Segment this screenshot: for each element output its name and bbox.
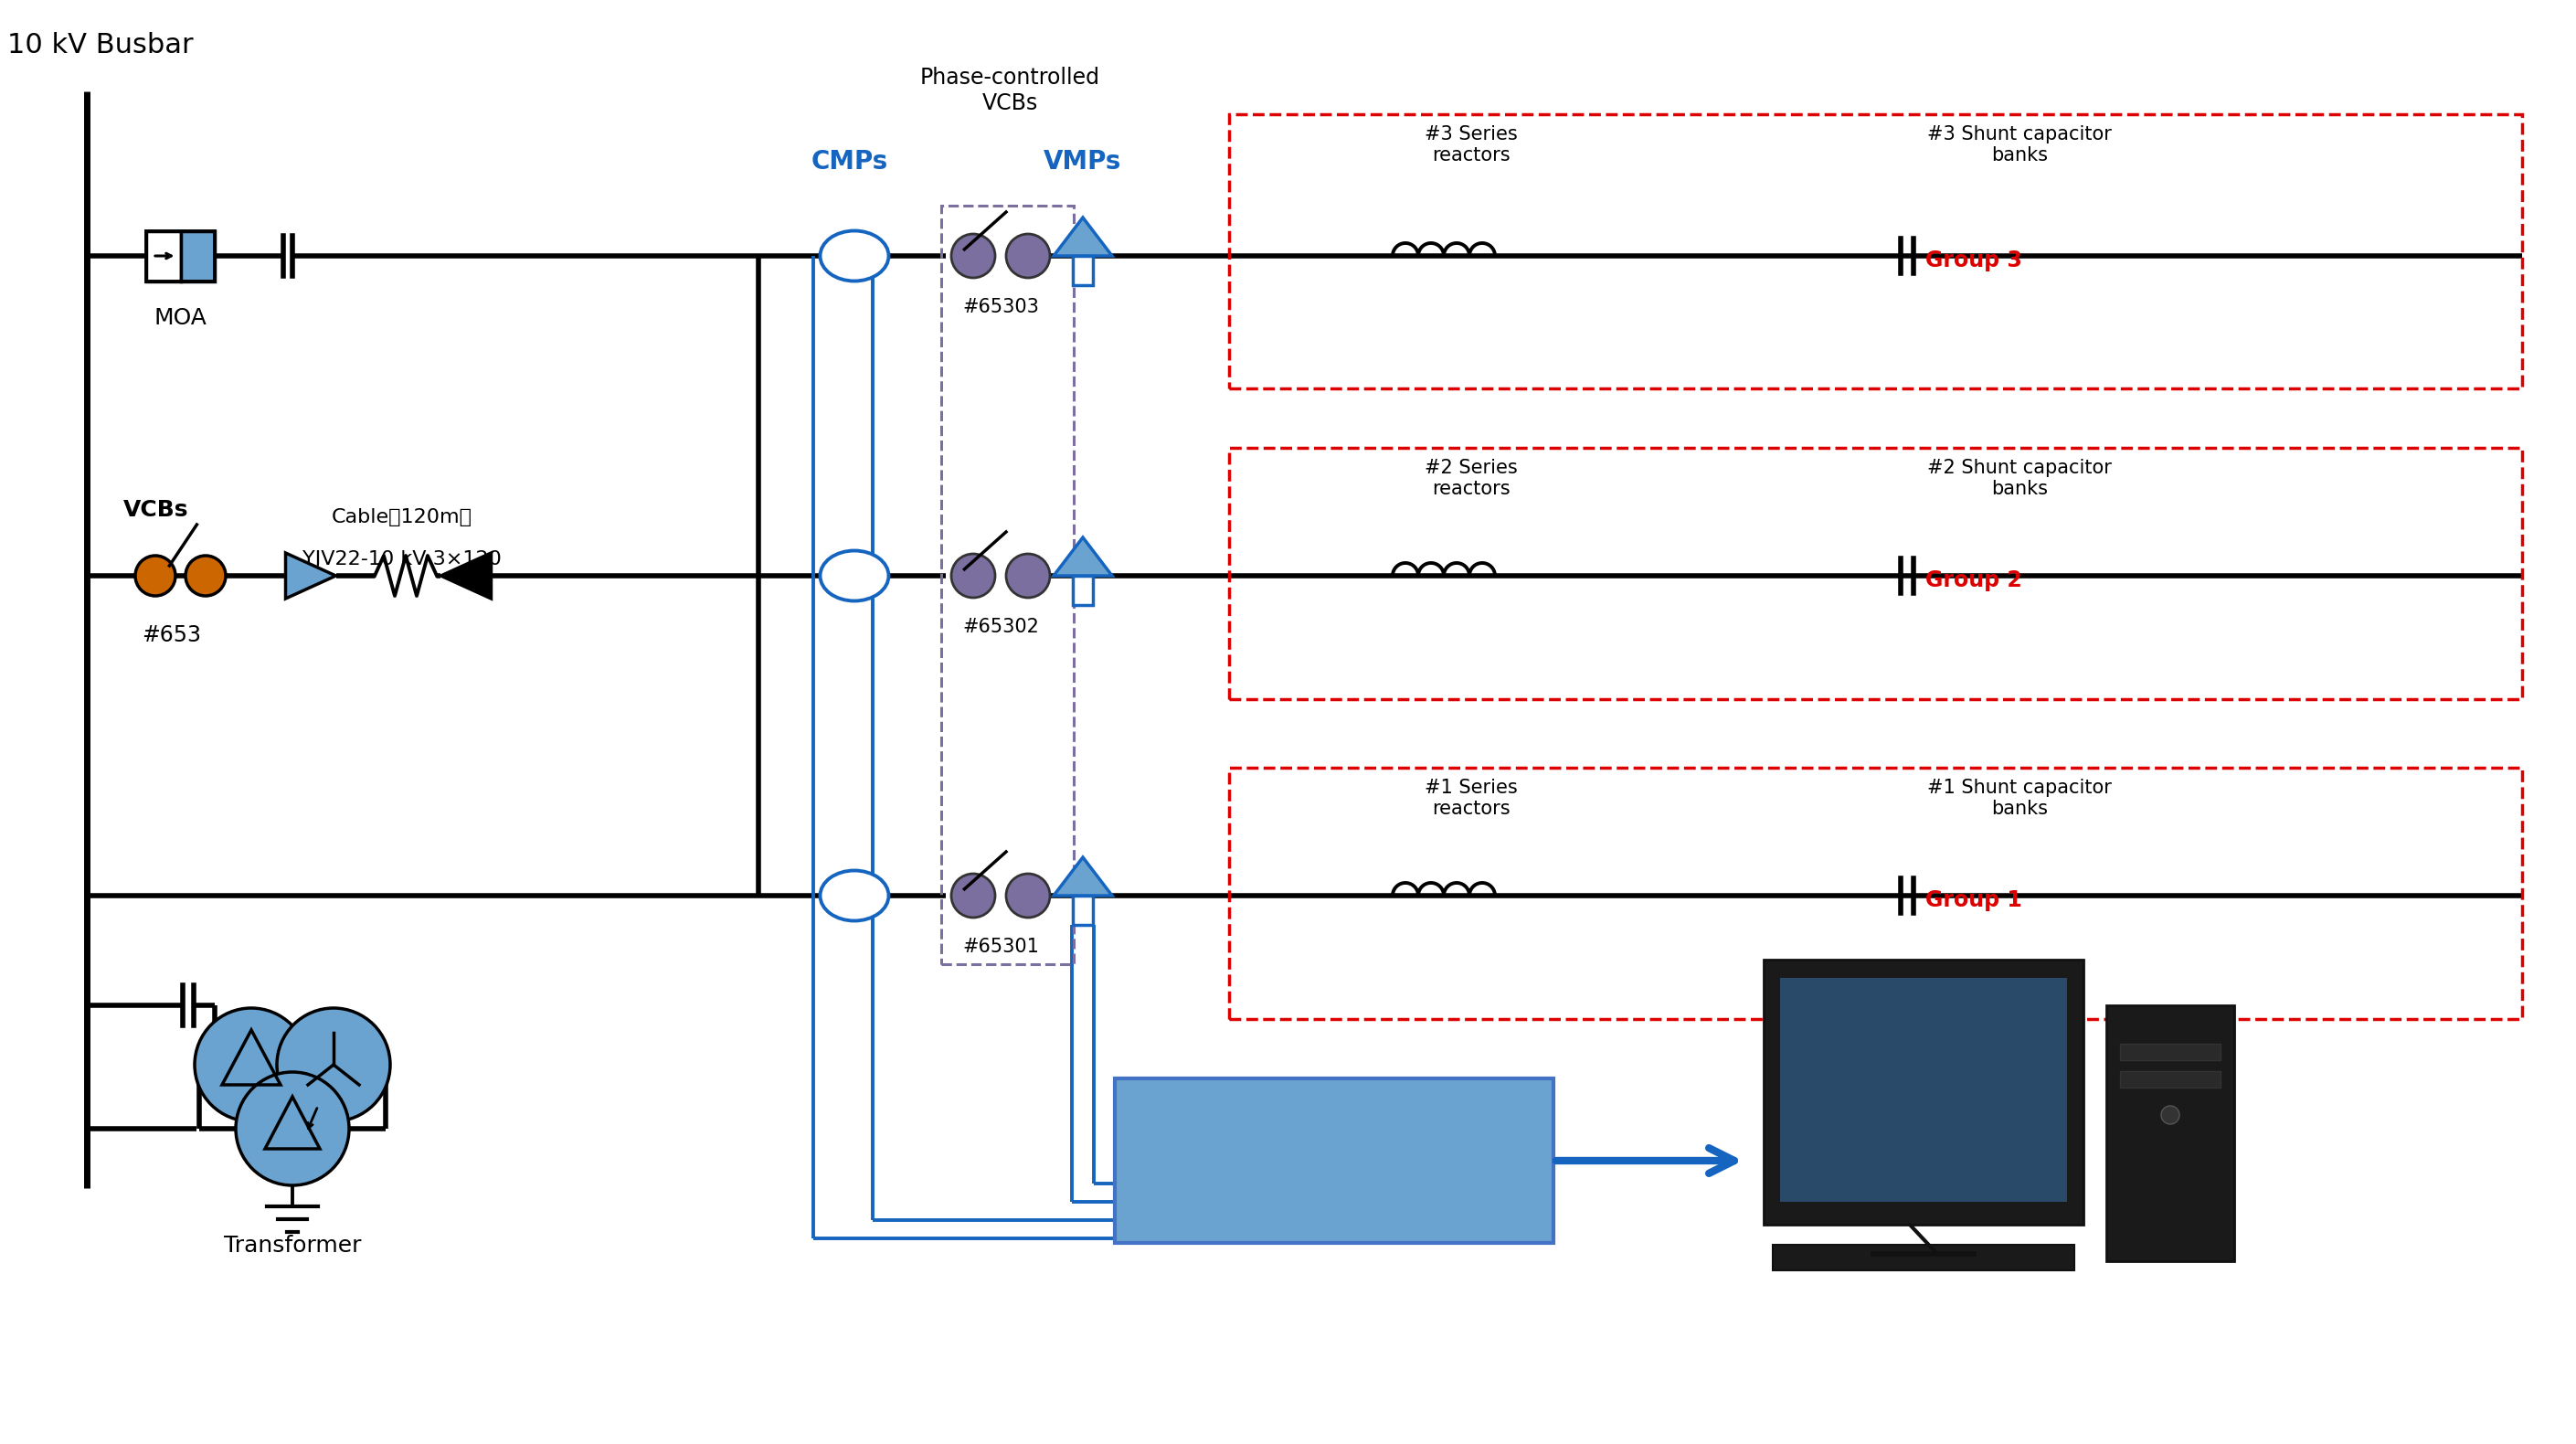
Circle shape: [185, 556, 227, 596]
Text: 10 kV Busbar: 10 kV Busbar: [8, 32, 193, 59]
Text: #65302: #65302: [963, 618, 1038, 637]
Bar: [1115, 1079, 1553, 1243]
Ellipse shape: [819, 231, 889, 282]
Text: Phase-controlled
VCBs: Phase-controlled VCBs: [920, 66, 1100, 114]
Ellipse shape: [819, 871, 889, 921]
Bar: [2120, 1044, 2221, 1060]
Text: #1 Shunt capacitor
banks: #1 Shunt capacitor banks: [1927, 778, 2112, 819]
Text: #653: #653: [142, 624, 201, 645]
Text: MOA: MOA: [155, 308, 206, 329]
Bar: [1772, 1245, 2074, 1271]
Text: Group 3: Group 3: [1924, 250, 2022, 271]
Bar: [1072, 256, 1092, 284]
Polygon shape: [440, 553, 492, 599]
Circle shape: [276, 1008, 389, 1122]
Bar: [1780, 978, 2066, 1201]
Circle shape: [137, 556, 175, 596]
Circle shape: [237, 1071, 350, 1186]
Polygon shape: [1054, 858, 1113, 895]
Text: #2 Series
reactors: #2 Series reactors: [1425, 459, 1517, 498]
Polygon shape: [1054, 218, 1113, 256]
Circle shape: [951, 234, 994, 277]
Bar: [147, 231, 214, 282]
Text: #3 Series
reactors: #3 Series reactors: [1425, 126, 1517, 165]
Bar: [940, 205, 1074, 965]
Text: Group 2: Group 2: [1924, 569, 2022, 591]
Text: Data acquisition
system: Data acquisition system: [1229, 1136, 1440, 1184]
Text: YJV22-10 kV 3×120: YJV22-10 kV 3×120: [301, 550, 502, 569]
Text: #1 Series
reactors: #1 Series reactors: [1425, 778, 1517, 819]
Text: #65301: #65301: [963, 937, 1038, 956]
Circle shape: [196, 1008, 309, 1122]
Bar: [1072, 576, 1092, 605]
Text: CMPs: CMPs: [811, 149, 889, 175]
Bar: [1229, 114, 2522, 388]
Ellipse shape: [819, 550, 889, 601]
Polygon shape: [286, 553, 335, 599]
Bar: [1229, 768, 2522, 1019]
Polygon shape: [1054, 537, 1113, 576]
Circle shape: [951, 554, 994, 598]
Bar: [2107, 1005, 2233, 1261]
Text: #3 Shunt capacitor
banks: #3 Shunt capacitor banks: [1927, 126, 2112, 165]
Text: #2 Shunt capacitor
banks: #2 Shunt capacitor banks: [1927, 459, 2112, 498]
Text: #65303: #65303: [963, 297, 1038, 316]
Bar: [2120, 1071, 2221, 1087]
Text: VMPs: VMPs: [1043, 149, 1123, 175]
Circle shape: [2161, 1106, 2179, 1123]
Text: Cable（120m）: Cable（120m）: [332, 508, 471, 527]
Bar: [1072, 895, 1092, 926]
Bar: [180, 231, 214, 282]
Bar: [1229, 448, 2522, 699]
Circle shape: [1007, 554, 1051, 598]
Text: VCBs: VCBs: [124, 500, 188, 521]
Bar: [1765, 960, 2084, 1225]
Text: Group 1: Group 1: [1924, 890, 2022, 911]
Text: Transformer: Transformer: [224, 1235, 361, 1256]
Circle shape: [951, 874, 994, 917]
Circle shape: [1007, 874, 1051, 917]
Bar: [147, 231, 180, 282]
Circle shape: [1007, 234, 1051, 277]
